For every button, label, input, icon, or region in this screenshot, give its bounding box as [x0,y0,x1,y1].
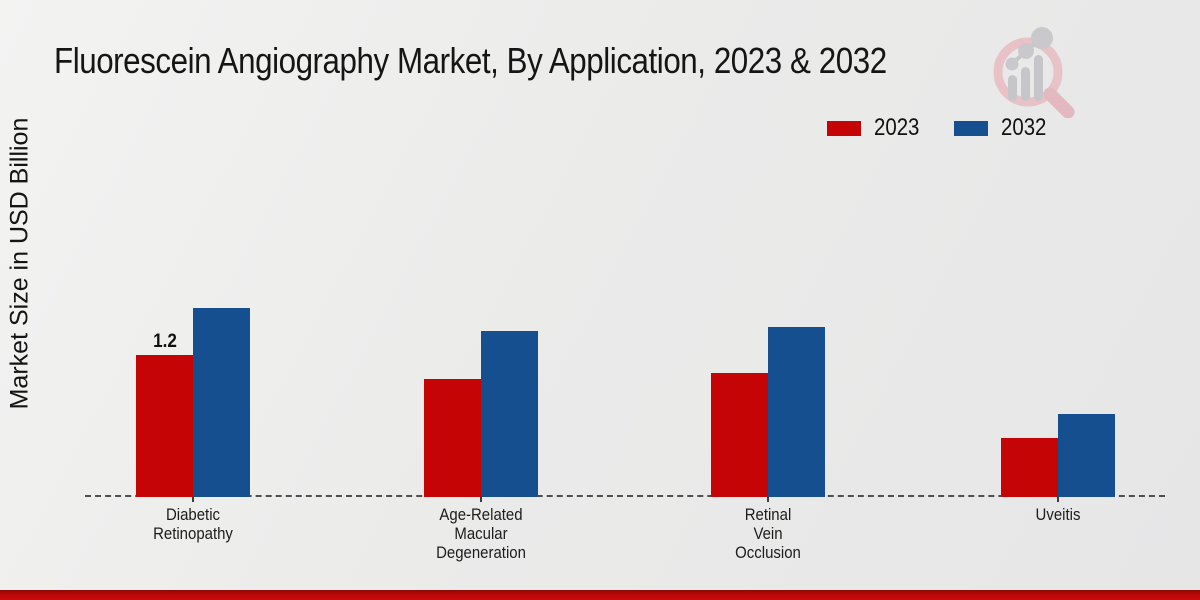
x-category-label: Retinal Vein Occlusion [735,505,801,562]
x-axis-tick [479,497,482,502]
x-category-label: Age-Related Macular Degeneration [435,505,526,562]
x-axis-tick [192,497,194,502]
bar-2023-3 [1001,437,1058,497]
legend-label-2023: 2023 [874,114,920,141]
x-category-label: Diabetic Retinopathy [153,505,233,543]
bar-2032-3 [1058,414,1115,497]
x-category-label: Uveitis [1035,505,1081,524]
legend-swatch-2023 [827,120,862,136]
bar-2023-0 [136,355,193,497]
bar-2032-2 [768,326,825,497]
legend-label-2032: 2032 [1000,114,1046,141]
bar-2023-1 [423,378,481,497]
x-axis-tick [767,497,769,502]
bar-value-label: 1.2 [152,331,177,352]
legend-swatch-2032 [953,120,988,136]
legend-item-2023: 2023 [827,114,923,142]
x-axis-line [85,495,1165,497]
x-axis-tick [1057,497,1059,502]
chart-title: Fluorescein Angiography Market, By Appli… [54,40,887,81]
legend: 2023 2032 [827,114,1050,142]
bar-2032-0 [193,307,250,497]
footer-red-bar [0,590,1200,600]
magnifier-bar-chart-logo-icon [993,27,1075,118]
bar-2032-1 [480,331,538,497]
bar-2023-2 [711,372,768,497]
legend-item-2032: 2032 [953,114,1050,142]
